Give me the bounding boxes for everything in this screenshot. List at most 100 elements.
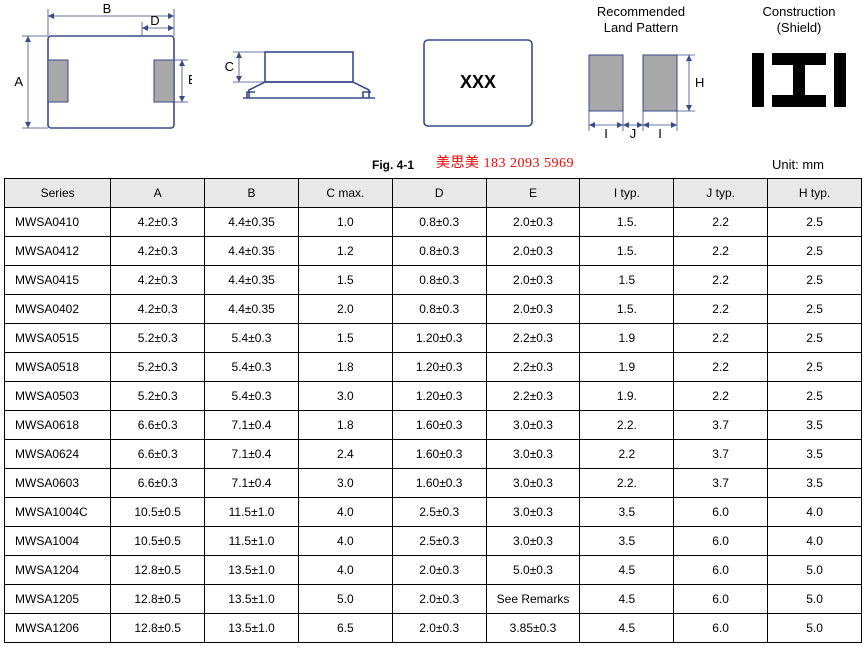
dim-c-label: C bbox=[225, 59, 234, 74]
value-cell: 3.85±0.3 bbox=[486, 614, 580, 643]
value-cell: 3.7 bbox=[674, 411, 768, 440]
value-cell: 2.2 bbox=[674, 237, 768, 266]
table-row: MWSA06036.6±0.37.1±0.43.01.60±0.33.0±0.3… bbox=[5, 469, 862, 498]
value-cell: 3.0 bbox=[298, 469, 392, 498]
value-cell: 12.8±0.5 bbox=[111, 585, 205, 614]
value-cell: 4.2±0.3 bbox=[111, 266, 205, 295]
value-cell: 3.7 bbox=[674, 469, 768, 498]
value-cell: 5.0 bbox=[768, 585, 862, 614]
table-row: MWSA120412.8±0.513.5±1.04.02.0±0.35.0±0.… bbox=[5, 556, 862, 585]
value-cell: 2.5±0.3 bbox=[392, 527, 486, 556]
table-header-cell: I typ. bbox=[580, 179, 674, 208]
value-cell: 2.2±0.3 bbox=[486, 324, 580, 353]
value-cell: 11.5±1.0 bbox=[205, 527, 299, 556]
value-cell: 2.0±0.3 bbox=[392, 556, 486, 585]
series-cell: MWSA0515 bbox=[5, 324, 111, 353]
land-pattern-title: Recommended Land Pattern bbox=[597, 4, 685, 35]
value-cell: 3.5 bbox=[580, 527, 674, 556]
table-row: MWSA05155.2±0.35.4±0.31.51.20±0.32.2±0.3… bbox=[5, 324, 862, 353]
value-cell: 1.20±0.3 bbox=[392, 382, 486, 411]
series-cell: MWSA0402 bbox=[5, 295, 111, 324]
series-cell: MWSA1004C bbox=[5, 498, 111, 527]
value-cell: 2.0±0.3 bbox=[486, 237, 580, 266]
table-row: MWSA06186.6±0.37.1±0.41.81.60±0.33.0±0.3… bbox=[5, 411, 862, 440]
value-cell: 1.5 bbox=[298, 266, 392, 295]
diagram-side-view: C bbox=[225, 42, 385, 122]
dim-i1-label: I bbox=[604, 126, 608, 141]
value-cell: 4.4±0.35 bbox=[205, 237, 299, 266]
value-cell: 12.8±0.5 bbox=[111, 556, 205, 585]
value-cell: 4.5 bbox=[580, 614, 674, 643]
value-cell: 2.5 bbox=[768, 208, 862, 237]
value-cell: 3.5 bbox=[580, 498, 674, 527]
table-row: MWSA04154.2±0.34.4±0.351.50.8±0.32.0±0.3… bbox=[5, 266, 862, 295]
series-cell: MWSA1204 bbox=[5, 556, 111, 585]
value-cell: 3.0±0.3 bbox=[486, 498, 580, 527]
table-header-cell: A bbox=[111, 179, 205, 208]
value-cell: 0.8±0.3 bbox=[392, 208, 486, 237]
watermark-text: 美思美 183 2093 5969 bbox=[436, 152, 574, 172]
value-cell: 4.5 bbox=[580, 556, 674, 585]
value-cell: 4.2±0.3 bbox=[111, 208, 205, 237]
series-cell: MWSA1205 bbox=[5, 585, 111, 614]
value-cell: 2.2 bbox=[580, 440, 674, 469]
table-row: MWSA05035.2±0.35.4±0.33.01.20±0.32.2±0.3… bbox=[5, 382, 862, 411]
figure-label: Fig. 4-1 bbox=[372, 158, 414, 172]
value-cell: 7.1±0.4 bbox=[205, 469, 299, 498]
value-cell: 2.2 bbox=[674, 266, 768, 295]
diagram-marking-view: XXX bbox=[418, 34, 538, 134]
value-cell: 2.2 bbox=[674, 353, 768, 382]
value-cell: 5.2±0.3 bbox=[111, 382, 205, 411]
value-cell: 4.2±0.3 bbox=[111, 237, 205, 266]
value-cell: 4.2±0.3 bbox=[111, 295, 205, 324]
table-row: MWSA04124.2±0.34.4±0.351.20.8±0.32.0±0.3… bbox=[5, 237, 862, 266]
value-cell: 2.5 bbox=[768, 266, 862, 295]
table-header-cell: C max. bbox=[298, 179, 392, 208]
value-cell: 2.0±0.3 bbox=[392, 614, 486, 643]
value-cell: 2.5 bbox=[768, 324, 862, 353]
construction-svg bbox=[744, 41, 854, 121]
value-cell: 3.0±0.3 bbox=[486, 411, 580, 440]
dim-e-label: E bbox=[188, 72, 192, 87]
value-cell: 1.20±0.3 bbox=[392, 324, 486, 353]
top-view-svg: B D A E bbox=[12, 4, 192, 139]
value-cell: 6.6±0.3 bbox=[111, 469, 205, 498]
value-cell: 2.5 bbox=[768, 353, 862, 382]
value-cell: 5.4±0.3 bbox=[205, 353, 299, 382]
value-cell: 3.0±0.3 bbox=[486, 469, 580, 498]
value-cell: 13.5±1.0 bbox=[205, 614, 299, 643]
value-cell: 2.0±0.3 bbox=[486, 266, 580, 295]
value-cell: 2.2 bbox=[674, 382, 768, 411]
diagram-row: B D A E bbox=[4, 4, 862, 144]
value-cell: 5.0±0.3 bbox=[486, 556, 580, 585]
value-cell: See Remarks bbox=[486, 585, 580, 614]
value-cell: 2.0±0.3 bbox=[486, 295, 580, 324]
value-cell: 2.2. bbox=[580, 469, 674, 498]
table-row: MWSA04104.2±0.34.4±0.351.00.8±0.32.0±0.3… bbox=[5, 208, 862, 237]
value-cell: 3.5 bbox=[768, 411, 862, 440]
value-cell: 2.0±0.3 bbox=[486, 208, 580, 237]
table-header-row: SeriesABC max.DEI typ.J typ.H typ. bbox=[5, 179, 862, 208]
value-cell: 1.5. bbox=[580, 295, 674, 324]
value-cell: 4.0 bbox=[298, 527, 392, 556]
value-cell: 6.6±0.3 bbox=[111, 440, 205, 469]
dim-i2-label: I bbox=[658, 126, 662, 141]
value-cell: 1.5 bbox=[580, 266, 674, 295]
value-cell: 2.2 bbox=[674, 208, 768, 237]
series-cell: MWSA0412 bbox=[5, 237, 111, 266]
value-cell: 6.5 bbox=[298, 614, 392, 643]
value-cell: 4.4±0.35 bbox=[205, 208, 299, 237]
value-cell: 6.0 bbox=[674, 527, 768, 556]
value-cell: 6.0 bbox=[674, 614, 768, 643]
value-cell: 1.20±0.3 bbox=[392, 353, 486, 382]
table-row: MWSA120612.8±0.513.5±1.06.52.0±0.33.85±0… bbox=[5, 614, 862, 643]
series-cell: MWSA1206 bbox=[5, 614, 111, 643]
value-cell: 2.2±0.3 bbox=[486, 382, 580, 411]
value-cell: 13.5±1.0 bbox=[205, 556, 299, 585]
table-header-cell: E bbox=[486, 179, 580, 208]
value-cell: 10.5±0.5 bbox=[111, 498, 205, 527]
table-row: MWSA100410.5±0.511.5±1.04.02.5±0.33.0±0.… bbox=[5, 527, 862, 556]
value-cell: 2.5 bbox=[768, 295, 862, 324]
table-row: MWSA1004C10.5±0.511.5±1.04.02.5±0.33.0±0… bbox=[5, 498, 862, 527]
table-row: MWSA06246.6±0.37.1±0.42.41.60±0.33.0±0.3… bbox=[5, 440, 862, 469]
